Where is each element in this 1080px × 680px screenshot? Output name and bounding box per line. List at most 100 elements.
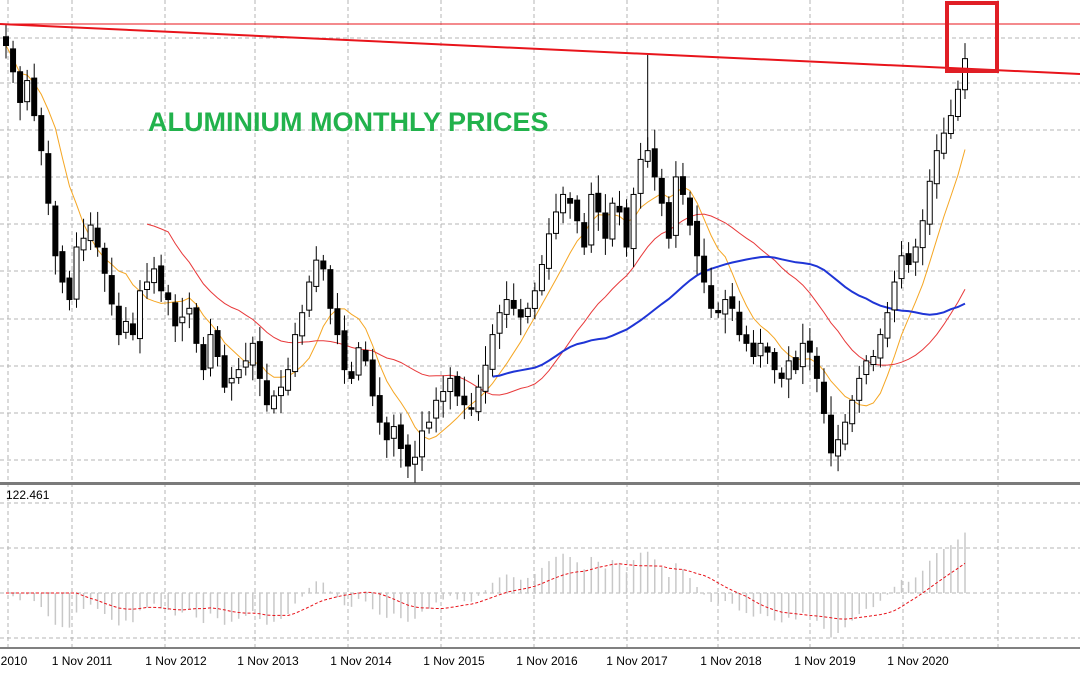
candle-body (849, 399, 856, 425)
candle-body (489, 334, 496, 370)
candle-body (962, 58, 968, 91)
candle-body (785, 360, 792, 380)
candle-body (905, 253, 912, 266)
candle-body (665, 202, 672, 239)
candle-body (179, 316, 186, 324)
candle-body (919, 220, 926, 249)
candle-body (686, 197, 693, 226)
x-tick-label: 1 Nov 2020 (887, 654, 949, 668)
candle-body (743, 334, 750, 344)
candle-body (553, 211, 560, 234)
candle-body (679, 176, 686, 195)
candle-body (193, 307, 200, 344)
x-tick-label: 1 Nov 2011 (52, 654, 113, 668)
panel-separator (0, 482, 1080, 485)
candle-body (468, 407, 475, 410)
candle-body (411, 456, 418, 465)
candle-body (158, 265, 165, 292)
candle-body (278, 386, 285, 397)
candle-body (214, 330, 221, 357)
candle-body (433, 399, 440, 419)
candle-body (355, 347, 362, 376)
candle-body (249, 342, 256, 366)
candle-body (545, 233, 552, 269)
candle-body (877, 334, 884, 359)
candle-body (722, 299, 729, 315)
candle-body (172, 302, 179, 327)
candle-body (524, 307, 531, 317)
annotations (0, 1, 1080, 75)
signal-line (6, 562, 966, 620)
candle-body (10, 48, 17, 73)
candle-body (644, 150, 651, 162)
candle-body (200, 344, 207, 371)
candle-body (531, 290, 538, 309)
descending-trendline (0, 23, 1080, 75)
candle-body (80, 237, 87, 251)
candle-body (440, 391, 447, 402)
candle-body (454, 375, 461, 397)
candle-body (623, 207, 630, 248)
candle-body (778, 372, 785, 379)
candle-body (108, 275, 115, 305)
candle-body (228, 377, 235, 384)
candlesticks (3, 24, 968, 483)
candle-body (136, 290, 143, 340)
candle-body (764, 346, 771, 353)
candle-body (292, 334, 299, 373)
candle-body (461, 395, 468, 406)
candle-body (3, 36, 9, 47)
x-tick-label: 1 Nov 2015 (423, 654, 485, 668)
candle-body (59, 251, 66, 283)
candle-body (581, 222, 588, 248)
candle-body (806, 340, 813, 353)
highlight-box (945, 1, 999, 73)
candle-body (940, 132, 947, 154)
candle-body (588, 193, 595, 246)
candle-body (66, 277, 73, 301)
x-tick-label: 1 Nov 2017 (606, 654, 668, 668)
candle-body (73, 246, 80, 300)
candle-body (482, 364, 489, 392)
candle-body (609, 202, 616, 240)
candle-body (404, 444, 411, 467)
x-tick-label: 2010 (1, 654, 28, 668)
candle-body (334, 308, 341, 336)
candle-body (616, 205, 623, 213)
candle-body (320, 260, 327, 270)
candle-body (792, 357, 799, 371)
candle-body (151, 268, 158, 284)
candle-body (496, 312, 503, 334)
candle-body (870, 356, 877, 366)
x-tick-label: 1 Nov 2013 (237, 654, 299, 668)
candle-body (538, 264, 545, 292)
candle-body (567, 198, 574, 204)
candle-body (186, 307, 193, 315)
candle-body (630, 193, 637, 250)
chart-title: ALUMINIUM MONTHLY PRICES (148, 107, 549, 137)
oscillator-panel (6, 532, 966, 638)
candle-body (362, 349, 369, 362)
candle-body (38, 115, 45, 152)
candle-body (503, 299, 510, 315)
candle-body (926, 180, 933, 225)
candle-body (898, 255, 905, 280)
candle-body (574, 199, 581, 222)
candle-body (602, 212, 609, 239)
candle-body (383, 422, 390, 441)
candle-body (390, 426, 397, 439)
candle-body (820, 381, 827, 414)
candle-body (757, 342, 764, 357)
candle-body (884, 312, 891, 339)
x-tick-label: 1 Nov 2019 (794, 654, 856, 668)
candle-body (31, 77, 38, 117)
candle-body (17, 71, 24, 103)
candle-body (101, 247, 108, 274)
candle-body (475, 386, 482, 413)
candle-body (242, 360, 249, 368)
x-tick-label: 1 Nov 2018 (700, 654, 762, 668)
candle-body (947, 115, 954, 135)
x-tick-label: 1 Nov 2014 (330, 654, 392, 668)
